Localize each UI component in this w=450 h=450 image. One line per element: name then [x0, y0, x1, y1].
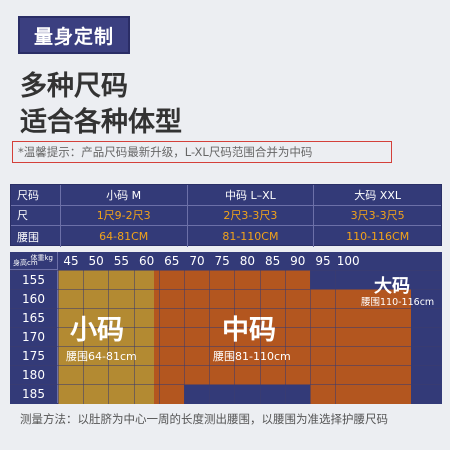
large-size-label: 大码	[374, 276, 410, 297]
height-axis-label: 身高cm	[13, 259, 38, 267]
headline-body-types: 适合各种体型	[20, 107, 182, 138]
grid-line	[10, 327, 442, 328]
zone-small	[58, 270, 154, 404]
headline-sizes: 多种尺码	[20, 71, 128, 102]
grid-line	[83, 270, 85, 404]
grid-line	[10, 346, 442, 347]
weight-tick: 80	[239, 254, 256, 268]
grid-line	[184, 270, 185, 404]
weight-tick: 75	[214, 254, 230, 268]
row-label: 尺	[11, 205, 61, 227]
table-cell: 64-81CM	[61, 226, 188, 247]
weight-tick: 100	[336, 254, 360, 268]
small-waist-label: 腰围64-81cm	[66, 350, 137, 363]
header-cell: 小码 M	[60, 185, 188, 206]
weight-tick: 70	[189, 254, 205, 268]
grid-line	[158, 270, 160, 404]
weight-tick: 45	[63, 254, 79, 268]
weight-tick: 60	[138, 254, 155, 268]
table-cell: 110-116CM	[346, 230, 410, 244]
medium-waist-label: 腰围81-110cm	[213, 350, 291, 363]
weight-tick: 55	[113, 254, 130, 268]
zone-medium	[154, 385, 184, 404]
grid-line	[284, 270, 286, 404]
measurement-method: 测量方法：以肚脐为中心一周的长度测出腰围，以腰围为准选择护腰尺码	[20, 412, 388, 426]
table-cell: 2尺3-3尺3	[187, 205, 315, 227]
grid-line	[209, 270, 211, 404]
large-waist-label: 腰围110-116cm	[361, 297, 435, 308]
height-tick: 175	[10, 346, 58, 365]
size-table: 尺码 小码 M 中码 L–XL 大码 XXL 尺 1尺9-2尺3 2尺3-3尺3…	[10, 184, 442, 247]
grid-line	[133, 270, 135, 404]
weight-tick: 50	[88, 254, 104, 268]
size-matrix: 体重kg 身高cm 45 50 55 60 65 70 75 80 85 90 95 100 155 16…	[10, 252, 442, 404]
table-cell: 3尺3-3尺5	[314, 206, 442, 227]
weight-axis-label: 体重kg	[30, 254, 54, 262]
grid-line	[234, 270, 236, 404]
table-cell: 81-110CM	[188, 226, 315, 247]
grid-line	[310, 270, 311, 404]
grid-line	[10, 308, 442, 309]
table-cell: 1尺9-2尺3	[60, 205, 188, 227]
size-table-header: 尺码 小码 M 中码 L–XL 大码 XXL	[11, 185, 442, 206]
grid-line	[58, 270, 59, 404]
grid-line	[335, 270, 337, 404]
size-table-row: 腰围 64-81CM 81-110CM 110-116CM	[11, 226, 441, 247]
grid-line	[10, 270, 442, 271]
small-size-label: 小码	[70, 315, 124, 346]
grid-line	[108, 270, 110, 404]
grid-line	[10, 365, 442, 366]
grid-line	[10, 384, 442, 385]
header-cell: 尺码	[11, 185, 61, 206]
height-tick: 185	[10, 384, 58, 403]
height-tick: 165	[10, 308, 58, 327]
height-tick: 180	[10, 365, 58, 384]
height-tick: 155	[10, 270, 58, 289]
weight-tick: 85	[264, 254, 281, 268]
row-label: 腰围	[11, 226, 61, 247]
matrix-corner: 体重kg 身高cm	[10, 252, 58, 270]
custom-fit-tag: 量身定制	[18, 16, 130, 54]
size-notice: *温馨提示：产品尺码最新升级，L-XL尺码范围合并为中码	[12, 141, 392, 163]
height-tick: 170	[10, 327, 58, 346]
header-cell: 中码 L–XL	[187, 185, 315, 206]
weight-tick: 65	[164, 254, 180, 268]
weight-tick: 95	[315, 254, 331, 268]
size-table-row: 尺 1尺9-2尺3 2尺3-3尺3 3尺3-3尺5	[11, 205, 442, 227]
height-tick: 160	[10, 289, 58, 308]
medium-size-label: 中码	[222, 315, 276, 346]
header-cell: 大码 XXL	[314, 185, 442, 206]
weight-tick: 90	[290, 254, 306, 268]
grid-line	[259, 270, 261, 404]
grid-line	[10, 289, 442, 290]
